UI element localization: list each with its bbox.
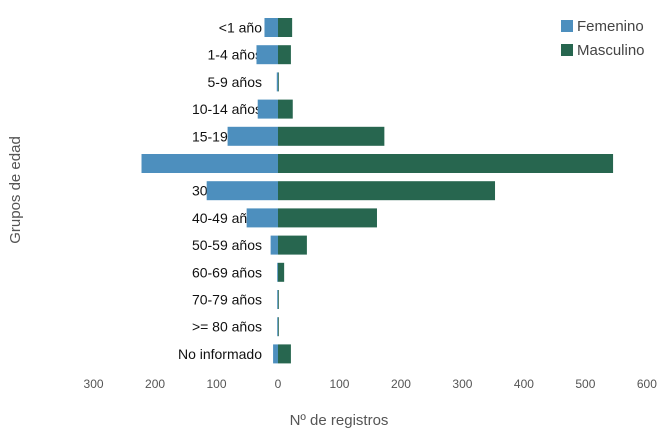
bar-masculino xyxy=(278,126,385,146)
x-tick-label: 400 xyxy=(514,377,534,391)
bar-femenino xyxy=(246,208,278,228)
x-tick-label: 100 xyxy=(329,377,349,391)
x-tick-label: 200 xyxy=(145,377,165,391)
bar-masculino xyxy=(278,72,279,92)
x-tick-label: 500 xyxy=(575,377,595,391)
bar-femenino xyxy=(256,45,278,65)
bar-masculino xyxy=(278,290,279,309)
x-tick-label: 600 xyxy=(637,377,657,391)
bar-femenino xyxy=(270,235,278,255)
legend-label: Femenino xyxy=(577,18,644,35)
x-tick-label: 300 xyxy=(84,377,104,391)
category-label: 60-69 años xyxy=(192,264,262,280)
category-label: 50-59 años xyxy=(192,237,262,253)
bar-femenino xyxy=(277,290,278,309)
bar-femenino xyxy=(273,344,278,364)
bars xyxy=(141,18,614,364)
category-label: 10-14 años xyxy=(192,101,262,117)
bar-masculino xyxy=(278,262,285,282)
category-label: 1-4 años xyxy=(208,47,262,63)
bar-masculino xyxy=(278,181,496,201)
legend-swatch-femenino xyxy=(561,20,573,32)
bar-femenino xyxy=(277,262,278,282)
y-axis-title: Grupos de edad xyxy=(7,136,24,244)
category-label: >= 80 años xyxy=(192,319,262,335)
x-tick-label: 200 xyxy=(391,377,411,391)
category-label: <1 año xyxy=(219,20,262,36)
legend-swatch-masculino xyxy=(561,44,573,56)
bar-femenino xyxy=(206,181,278,201)
legend-label: Masculino xyxy=(577,42,645,59)
legend: Femenino Masculino xyxy=(561,18,645,59)
bar-femenino xyxy=(257,99,278,119)
bar-femenino xyxy=(141,154,278,173)
bar-femenino xyxy=(227,126,278,146)
x-axis-title: Nº de registros xyxy=(290,412,389,429)
bar-masculino xyxy=(278,317,279,337)
bar-masculino xyxy=(278,18,293,37)
bar-femenino xyxy=(264,18,278,37)
x-tick-label: 100 xyxy=(207,377,227,391)
bar-masculino xyxy=(278,99,293,119)
category-label: No informado xyxy=(178,346,262,362)
bar-masculino xyxy=(278,45,291,65)
category-label: 5-9 años xyxy=(208,74,262,90)
bar-femenino xyxy=(277,317,278,337)
category-label: 70-79 años xyxy=(192,292,262,308)
bar-masculino xyxy=(278,208,377,228)
x-tick-label: 0 xyxy=(275,377,282,391)
category-label: 40-49 años xyxy=(192,210,262,226)
x-axis-ticks: 300 200 100 0 100 200 300 400 500 600 xyxy=(84,377,658,391)
bar-femenino xyxy=(276,72,278,92)
bar-masculino xyxy=(278,154,614,173)
bar-masculino xyxy=(278,344,291,364)
bar-masculino xyxy=(278,235,307,255)
x-tick-label: 300 xyxy=(452,377,472,391)
